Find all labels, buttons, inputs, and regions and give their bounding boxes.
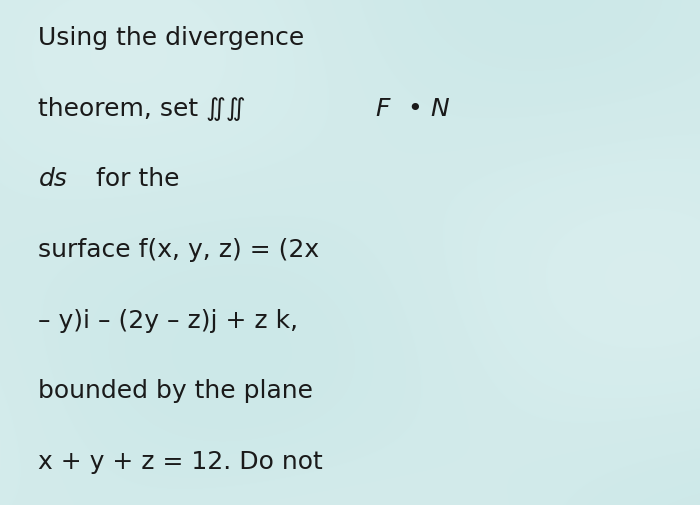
Text: N: N: [430, 96, 449, 121]
Text: x + y + z = 12. Do not: x + y + z = 12. Do not: [38, 450, 323, 474]
Text: theorem, set ∬∬: theorem, set ∬∬: [38, 96, 254, 121]
Text: surface f(x, y, z) = (2x: surface f(x, y, z) = (2x: [38, 238, 320, 262]
Text: F: F: [375, 96, 390, 121]
Text: •: •: [400, 96, 431, 121]
Text: ds: ds: [38, 167, 67, 191]
Text: Using the divergence: Using the divergence: [38, 26, 304, 50]
Text: bounded by the plane: bounded by the plane: [38, 379, 314, 403]
Text: – y)i – (2y – z)j + z k,: – y)i – (2y – z)j + z k,: [38, 309, 299, 333]
Text: for the: for the: [88, 167, 179, 191]
